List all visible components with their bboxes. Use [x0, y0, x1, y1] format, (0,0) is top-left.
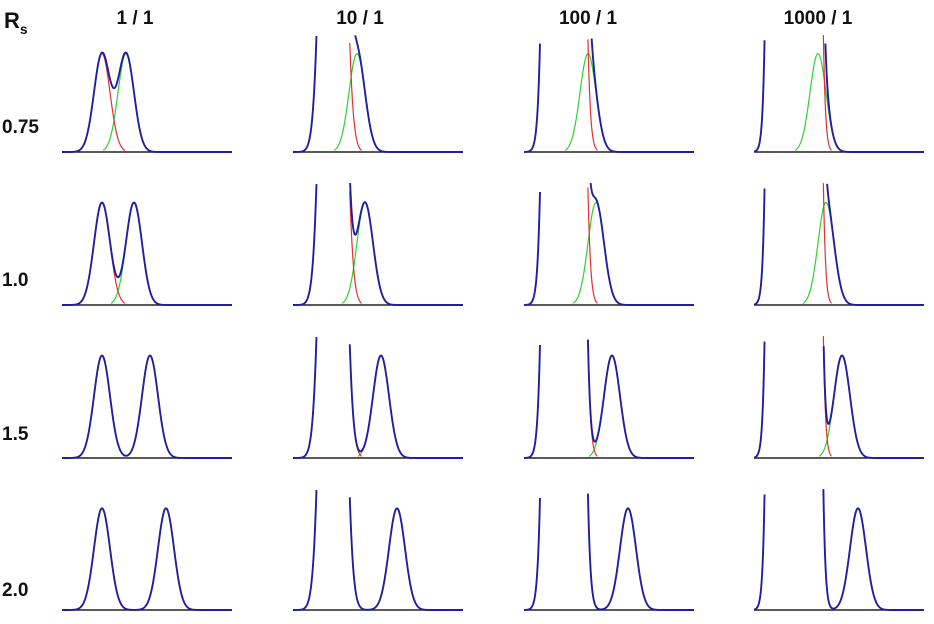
major-peak-curve: [349, 191, 363, 304]
chromatogram-panel: [61, 201, 233, 306]
major-peak-curve: [587, 187, 598, 304]
sum-trace: [753, 188, 766, 306]
sum-trace: [753, 494, 766, 611]
chromatogram-panel: [292, 35, 464, 153]
major-peak-curve: [101, 354, 126, 457]
chromatogram-panel: [61, 354, 233, 459]
column-header: 10 / 1: [336, 8, 384, 29]
sum-trace: [292, 337, 318, 459]
sum-trace: [586, 493, 695, 611]
sum-trace: [348, 344, 464, 459]
sum-trace: [824, 43, 925, 153]
sum-trace: [61, 507, 233, 611]
chromatogram-panel: [753, 336, 925, 459]
chromatogram-panel: [753, 489, 925, 611]
sum-trace: [523, 191, 541, 306]
sum-trace: [292, 490, 318, 611]
row-label: 0.75: [2, 117, 39, 138]
sum-trace: [590, 38, 695, 153]
major-peak-curve: [101, 53, 126, 151]
chromatogram-panel: [61, 51, 233, 153]
major-peak-curve: [101, 507, 126, 609]
sum-trace: [348, 497, 464, 611]
sum-trace: [822, 489, 925, 611]
sum-trace: [61, 354, 233, 459]
sum-trace: [61, 201, 233, 306]
major-peak-curve: [349, 42, 363, 151]
sum-trace: [589, 182, 695, 306]
row-label: 1.5: [2, 424, 29, 445]
major-peak-curve: [101, 201, 126, 304]
major-peak-curve: [822, 183, 832, 304]
major-peak-curve: [822, 35, 832, 151]
sum-trace: [822, 346, 925, 459]
major-peak-curve: [587, 39, 598, 151]
row-label: 2.0: [2, 580, 28, 601]
column-header: 100 / 1: [559, 8, 618, 29]
column-headers: 1 / 1 10 / 1 100 / 1 1000 / 1: [117, 8, 853, 29]
chromatogram-panel: [753, 35, 925, 153]
chromatogram-panel: [523, 38, 695, 153]
row-labels: 0.75 1.0 1.5 2.0: [2, 117, 39, 601]
sum-trace: [349, 182, 464, 306]
sum-trace: [354, 35, 464, 153]
sum-trace: [61, 51, 233, 153]
chromatogram-panel: [523, 493, 695, 611]
chromatogram-panel: [753, 183, 925, 306]
chromatogram-panel: [292, 490, 464, 611]
chromatogram-panel: [523, 182, 695, 306]
sum-trace: [523, 344, 541, 459]
chromatogram-panel: [523, 339, 695, 459]
panel-grid: [61, 35, 925, 611]
sum-trace: [586, 339, 695, 459]
sum-trace: [523, 497, 541, 611]
chromatogram-panel: [61, 507, 233, 611]
sum-trace: [292, 35, 318, 153]
column-header: 1000 / 1: [784, 8, 853, 29]
sum-trace: [523, 43, 541, 153]
corner-label: Rs: [4, 8, 28, 37]
row-label: 1.0: [2, 270, 28, 291]
sum-trace: [753, 341, 766, 459]
chromatogram-panel: [292, 337, 464, 459]
column-header: 1 / 1: [117, 8, 154, 29]
chromatogram-panel: [292, 182, 464, 306]
sum-trace: [753, 40, 766, 153]
sum-trace: [292, 184, 318, 306]
sum-trace: [826, 183, 925, 306]
